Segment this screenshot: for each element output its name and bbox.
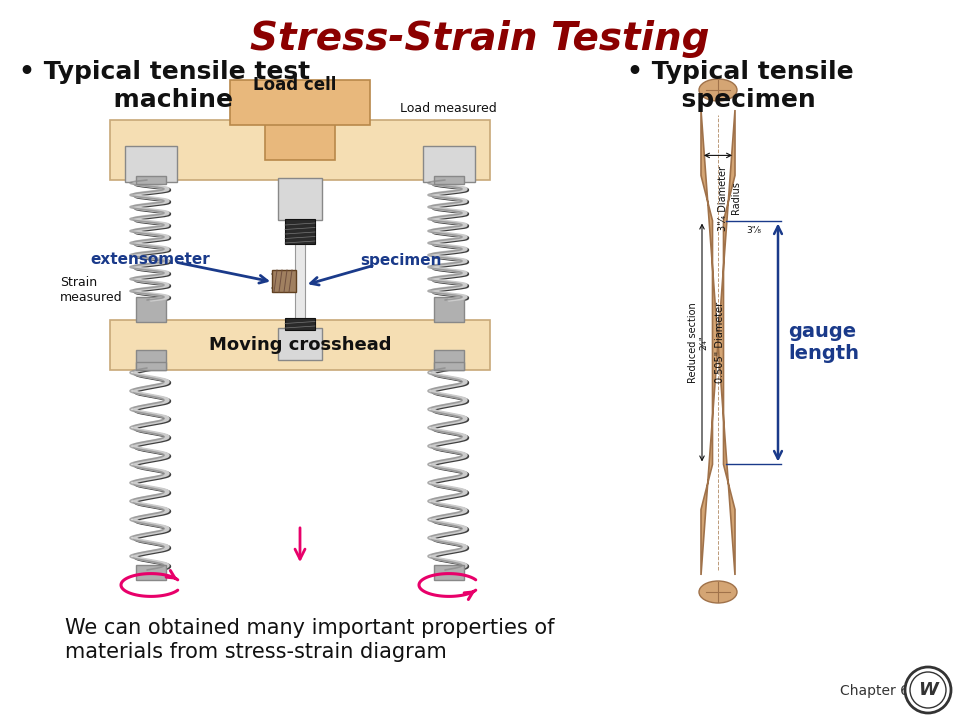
Bar (434, 362, 464, 370)
Text: Strain
measured: Strain measured (60, 276, 123, 304)
Bar (295, 240, 305, 320)
Ellipse shape (699, 79, 737, 101)
Ellipse shape (699, 581, 737, 603)
Text: Chapter 6 -  11: Chapter 6 - 11 (840, 684, 945, 698)
Text: Stress-Strain Testing: Stress-Strain Testing (251, 20, 709, 58)
Text: gauge
length: gauge length (788, 322, 859, 363)
Bar (230, 80, 370, 125)
Text: Moving crosshead: Moving crosshead (208, 336, 392, 354)
Text: Radius: Radius (731, 181, 741, 215)
Text: • Typical tensile
  specimen: • Typical tensile specimen (627, 60, 853, 112)
Bar (423, 146, 475, 182)
Text: Load measured: Load measured (400, 102, 496, 114)
Circle shape (910, 672, 946, 708)
Bar (265, 95, 335, 160)
Text: W: W (918, 681, 938, 699)
Bar (136, 362, 166, 370)
Text: Reduced section: Reduced section (688, 302, 698, 383)
Text: 3"⁄₈: 3"⁄₈ (746, 226, 761, 235)
Text: specimen: specimen (360, 253, 442, 268)
Text: 2⁄₄": 2⁄₄" (700, 335, 708, 350)
Bar (285, 318, 315, 330)
Bar (272, 270, 296, 292)
Circle shape (905, 667, 951, 713)
Text: 3"⁄₄ Diameter: 3"⁄₄ Diameter (718, 166, 728, 230)
Bar (110, 320, 490, 370)
Text: extensometer: extensometer (90, 253, 209, 268)
Text: 0.505" Diameter: 0.505" Diameter (715, 302, 725, 383)
Bar (434, 297, 464, 322)
Bar (125, 146, 177, 182)
Bar (110, 120, 490, 180)
Text: Load cell: Load cell (253, 76, 337, 94)
Text: materials from stress-strain diagram: materials from stress-strain diagram (65, 642, 446, 662)
Polygon shape (701, 110, 735, 575)
Text: • Typical tensile test
  machine: • Typical tensile test machine (19, 60, 311, 112)
Text: We can obtained many important properties of: We can obtained many important propertie… (65, 618, 555, 638)
Bar (434, 350, 464, 370)
Bar (278, 178, 322, 220)
Bar (278, 328, 322, 360)
Bar (434, 176, 464, 184)
Bar (434, 565, 464, 580)
Bar (136, 565, 166, 580)
Bar (136, 350, 166, 370)
Bar (285, 219, 315, 244)
Bar (136, 176, 166, 184)
Bar (136, 297, 166, 322)
